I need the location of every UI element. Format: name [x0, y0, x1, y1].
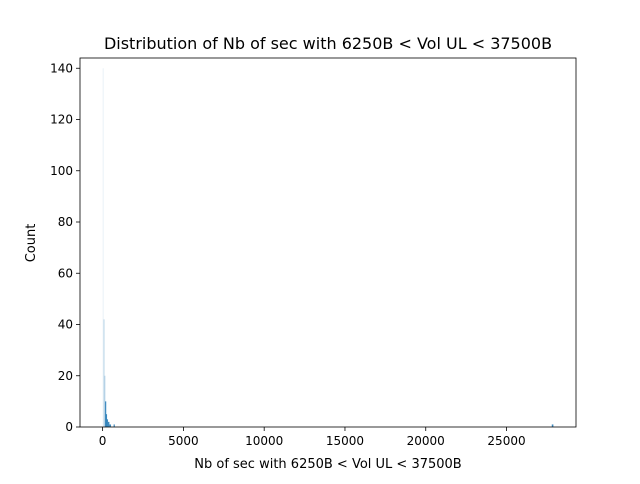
histogram-bar [104, 375, 106, 427]
y-axis-label: Count [24, 224, 39, 263]
bars-group [102, 68, 554, 427]
histogram-bar [113, 424, 115, 427]
y-tick-label: 100 [50, 164, 73, 178]
y-tick-label: 140 [50, 61, 73, 75]
histogram-bar [106, 419, 109, 427]
x-tick-label: 5000 [168, 434, 199, 448]
x-tick-label: 20000 [407, 434, 445, 448]
y-tick-label: 120 [50, 113, 73, 127]
x-tick-label: 15000 [326, 434, 364, 448]
y-tick-label: 40 [58, 318, 73, 332]
histogram-bar [105, 401, 107, 427]
x-axis: 0 5000 10000 15000 20000 25000 [99, 427, 526, 448]
x-tick-label: 0 [99, 434, 107, 448]
plot-frame [79, 57, 577, 428]
histogram-bar [103, 319, 105, 427]
y-tick-label: 0 [65, 420, 73, 434]
histogram-bar [107, 421, 110, 427]
y-axis: 0 20 40 60 80 100 120 140 [50, 61, 80, 434]
y-tick-label: 80 [58, 215, 73, 229]
histogram-bar [551, 424, 554, 427]
histogram-bar [102, 68, 104, 427]
x-tick-label: 25000 [487, 434, 525, 448]
x-axis-label: Nb of sec with 6250B < Vol UL < 37500B [194, 457, 461, 472]
x-tick-label: 10000 [245, 434, 283, 448]
chart-title: Distribution of Nb of sec with 6250B < V… [104, 34, 552, 53]
histogram-bar [105, 414, 108, 427]
histogram-bar [109, 424, 112, 427]
y-tick-label: 60 [58, 266, 73, 280]
y-tick-label: 20 [58, 369, 73, 383]
